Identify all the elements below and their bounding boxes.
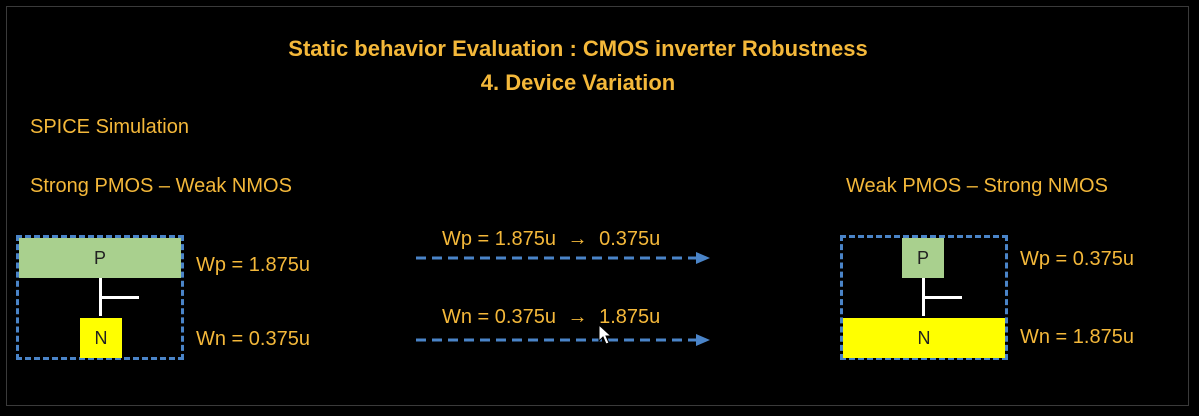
right-arrow-icon: → xyxy=(567,306,588,328)
slide-title: Static behavior Evaluation : CMOS invert… xyxy=(288,36,868,61)
wn-from-value: Wn = 0.375u xyxy=(442,306,556,328)
wp-from-value: Wp = 1.875u xyxy=(442,228,556,250)
right-wp-value: Wp = 0.375u xyxy=(1020,248,1134,270)
right-pmos-block: P xyxy=(902,238,944,278)
wn-change-arrow xyxy=(416,334,710,346)
right-wire-horizontal xyxy=(922,296,962,299)
wp-change-arrow xyxy=(416,252,710,264)
mouse-cursor-icon xyxy=(598,324,612,345)
slide-subtitle: 4. Device Variation xyxy=(480,70,676,95)
right-heading: Weak PMOS – Strong NMOS xyxy=(846,175,1108,197)
slide-frame xyxy=(6,6,1189,406)
right-inverter-box xyxy=(840,235,1008,360)
wn-to-value: 1.875u xyxy=(599,306,661,328)
wn-change-text: Wn = 0.375u → 1.875u xyxy=(442,306,660,329)
right-wn-value: Wn = 1.875u xyxy=(1020,326,1134,348)
left-wn-value: Wn = 0.375u xyxy=(196,328,310,350)
right-arrow-icon: → xyxy=(567,228,588,250)
left-wire-horizontal xyxy=(99,296,139,299)
left-pmos-label: P xyxy=(93,247,106,268)
left-heading: Strong PMOS – Weak NMOS xyxy=(30,175,292,197)
wp-change-text: Wp = 1.875u → 0.375u xyxy=(442,228,660,251)
right-nmos-block: N xyxy=(843,318,1005,358)
left-nmos-label: N xyxy=(94,327,108,348)
left-inverter-box xyxy=(16,235,184,360)
left-pmos-block: P xyxy=(19,238,181,278)
left-nmos-block: N xyxy=(80,318,122,358)
section-label: SPICE Simulation xyxy=(30,116,189,138)
right-nmos-label: N xyxy=(917,327,931,348)
right-pmos-label: P xyxy=(916,247,929,268)
wp-to-value: 0.375u xyxy=(599,228,661,250)
left-wp-value: Wp = 1.875u xyxy=(196,254,310,276)
